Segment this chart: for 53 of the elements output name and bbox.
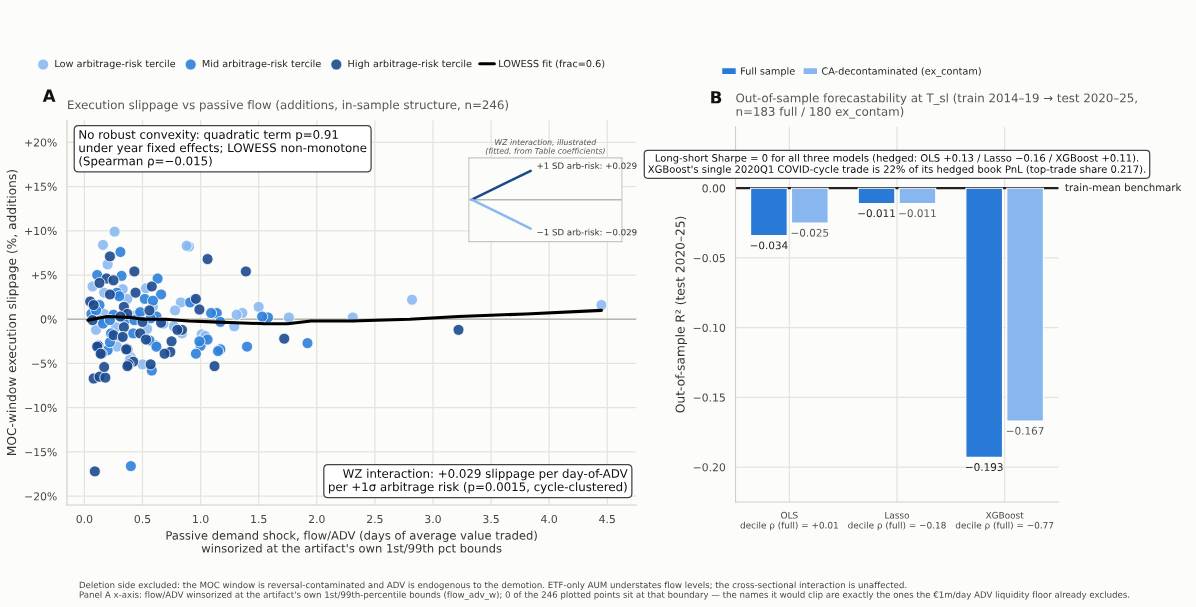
y-tick-label: −15%	[25, 448, 57, 457]
legend-label: Mid arbitrage-risk tercile	[202, 59, 321, 70]
y-tick-label: +15%	[25, 182, 57, 191]
data-label: −0.167	[1006, 426, 1044, 435]
x-tick-label: Lasso decile ρ (full) = −0.18	[848, 511, 946, 531]
x-tick-label: 4.5	[599, 515, 615, 524]
y-tick-label: −20%	[25, 492, 57, 501]
y-tick-label: +10%	[25, 226, 57, 236]
annotation: WZ interaction: +0.029 slippage per day-of-ADV per +1σ arbitrage risk (p=0.0015, cycle-clustered)	[329, 468, 628, 494]
x-tick-label: XGBoost decile ρ (full) = −0.77	[955, 511, 1054, 531]
ref-line-label: train-mean benchmark	[1065, 183, 1182, 192]
y-axis-title: MOC-window execution slippage (%, additions)	[6, 170, 19, 456]
legend-label: Full sample	[741, 67, 795, 77]
legend-label: CA-decontaminated (ex_contam)	[822, 67, 981, 77]
y-tick-label: −5%	[32, 359, 57, 368]
text: Deletion side excluded: the MOC window is reversal-contaminated and ADV is endogenous to the demotion. ETF-only AUM understates flow levels; the cross-sectional interaction is unaffected. Panel A x-axis: flow/ADV winsorized at the artifact's own 1st/99th-percentile bounds (flow_adv_w); 0 of the 246 plotted points sit at that boundary — the names it would clip are exactly the ones the €1m/day ADV liquidity floor already excludes.	[79, 581, 1130, 600]
y-tick-label: −0.15	[693, 393, 725, 402]
legend-label: High arbitrage-risk tercile	[348, 59, 472, 70]
annotation: No robust convexity: quadratic term p=0.91 under year fixed effects; LOWESS non-monotone (Spearman ρ=−0.015)	[79, 129, 367, 168]
x-tick-label: OLS decile ρ (full) = +0.01	[740, 511, 838, 531]
chart-title: Execution slippage vs passive flow (additions, in-sample structure, n=246)	[68, 100, 509, 112]
data-label: −0.034	[750, 241, 788, 250]
x-tick-label: 2.0	[308, 514, 325, 524]
x-tick-label: 4.0	[541, 514, 558, 524]
x-axis-title: Passive demand shock, flow/ADV (days of average value traded) winsorized at the artifact's own 1st/99th pct bounds	[166, 530, 537, 555]
y-tick-label: +5%	[32, 271, 57, 280]
y-tick-label: −0.05	[693, 254, 725, 263]
y-axis-title: Out-of-sample R² (test 2020–25)	[675, 216, 688, 413]
text: B	[711, 91, 722, 104]
series-label: −1 SD arb-risk: −0.029	[537, 228, 637, 236]
data-label: −0.011	[899, 209, 936, 218]
x-tick-label: 2.5	[367, 514, 383, 524]
x-tick-label: 0.5	[134, 514, 151, 524]
series-label: +1 SD arb-risk: +0.029	[537, 162, 637, 169]
chart-title: Out-of-sample forecastability at T_sl (train 2014–19 → test 2020–25, n=183 full / 180 ex_contam)	[736, 93, 1137, 119]
annotation: Long-short Sharpe = 0 for all three models (hedged: OLS +0.13 / Lasso −0.16 / XGBoost +0.11). XGBoost's single 2020Q1 COVID-cycle trade is 22% of its hedged book PnL (top-trade share 0.217).	[648, 153, 1146, 175]
x-tick-label: 3.5	[483, 514, 499, 524]
x-tick-label: 0.0	[76, 514, 93, 524]
legend-label: LOWESS fit (frac=0.6)	[499, 59, 605, 69]
data-label: −0.193	[966, 463, 1003, 471]
y-tick-label: −0.10	[693, 323, 726, 332]
x-tick-label: 1.0	[193, 514, 209, 524]
legend-label: Low arbitrage-risk tercile	[55, 59, 176, 70]
data-label: −0.025	[791, 228, 829, 237]
y-tick-label: 0%	[40, 315, 57, 324]
x-tick-label: 1.5	[251, 515, 267, 524]
data-label: −0.011	[858, 209, 895, 218]
text: A	[42, 89, 56, 102]
y-tick-label: 0.00	[702, 184, 726, 193]
x-tick-label: 3.0	[425, 514, 441, 524]
y-tick-label: −0.20	[693, 463, 726, 472]
y-tick-label: +20%	[25, 138, 57, 147]
y-tick-label: −10%	[25, 403, 57, 412]
